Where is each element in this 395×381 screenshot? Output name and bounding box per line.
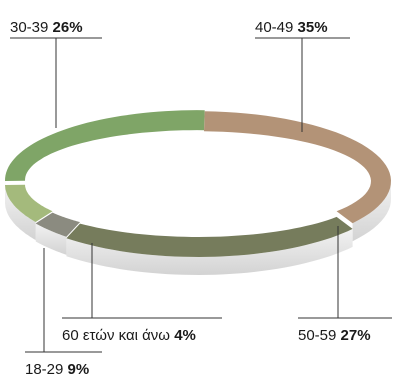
side-60 xyxy=(35,223,67,255)
label-50-59: 50-59 27% xyxy=(298,327,371,344)
slice-30-39 xyxy=(5,110,205,181)
leader-18-29 xyxy=(25,248,102,353)
leader-30-39 xyxy=(10,37,102,128)
label-30-39: 30-39 26% xyxy=(10,19,83,36)
slice-18-29 xyxy=(5,184,53,222)
side-50-59 xyxy=(66,228,353,275)
label-leaders xyxy=(10,37,392,353)
label-40-49: 40-49 35% xyxy=(255,19,328,36)
leader-40-49 xyxy=(255,37,350,132)
leader-60-plus xyxy=(62,243,222,319)
ring-slices xyxy=(5,110,391,257)
leader-50-59 xyxy=(298,226,392,319)
slice-40-49 xyxy=(204,111,391,224)
side-40-49 xyxy=(352,180,391,242)
slice-50-59 xyxy=(66,216,353,257)
side-18-29 xyxy=(5,185,36,240)
ring-side-walls xyxy=(5,178,391,275)
label-18-29: 18-29 9% xyxy=(25,361,89,378)
slice-60 xyxy=(35,212,80,237)
label-60-plus: 60 ετών και άνω 4% xyxy=(62,327,196,344)
